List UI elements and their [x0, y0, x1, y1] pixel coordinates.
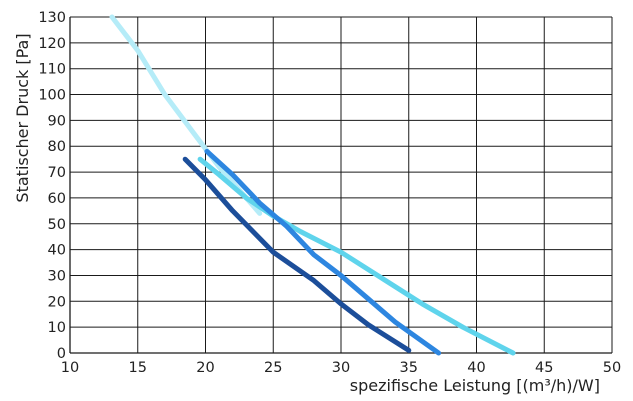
y-tick-label-0: 0 [57, 346, 66, 362]
x-tick-label-50: 50 [603, 360, 621, 376]
series-line-1 [109, 14, 263, 216]
series-lines [109, 14, 516, 356]
x-tick-labels: 10 15 20 25 30 35 40 45 50 [61, 360, 621, 376]
y-tick-label-10: 10 [48, 320, 66, 336]
series-line-2 [197, 156, 516, 356]
y-tick-label-60: 60 [48, 191, 66, 207]
x-tick-label-25: 25 [264, 360, 282, 376]
y-tick-label-70: 70 [48, 165, 66, 181]
x-tick-label-30: 30 [332, 360, 350, 376]
x-tick-label-20: 20 [196, 360, 214, 376]
y-tick-label-40: 40 [48, 243, 66, 259]
series-line-4 [182, 156, 412, 353]
y-tick-label-50: 50 [48, 217, 66, 233]
y-axis-title: Statischer Druck [Pa] [13, 33, 32, 202]
x-tick-label-35: 35 [400, 360, 418, 376]
y-tick-labels: 0 10 20 30 40 50 60 70 80 90 100 110 120 130 [38, 10, 66, 362]
x-tick-label-45: 45 [535, 360, 553, 376]
y-tick-label-130: 130 [38, 10, 66, 26]
x-axis-title: spezifische Leistung [(m³/h)/W] [350, 376, 600, 395]
y-tick-label-30: 30 [48, 268, 66, 284]
y-tick-label-20: 20 [48, 294, 66, 310]
x-tick-label-15: 15 [129, 360, 147, 376]
x-tick-label-10: 10 [61, 360, 79, 376]
y-tick-label-80: 80 [48, 139, 66, 155]
y-tick-label-110: 110 [38, 62, 66, 78]
y-tick-label-90: 90 [48, 113, 66, 129]
x-tick-label-40: 40 [467, 360, 485, 376]
series-line-3 [204, 148, 442, 356]
y-tick-label-100: 100 [38, 88, 66, 104]
axes [69, 17, 612, 354]
y-tick-label-120: 120 [38, 36, 66, 52]
